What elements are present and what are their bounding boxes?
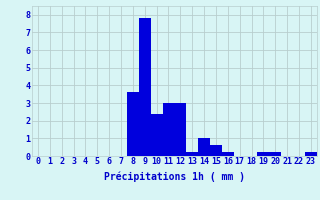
Bar — [186, 152, 198, 156]
Bar — [151, 114, 163, 156]
Bar — [198, 138, 210, 156]
Bar — [210, 145, 222, 156]
Bar — [163, 103, 174, 156]
Bar — [174, 103, 186, 156]
Bar — [269, 152, 281, 156]
Bar — [139, 18, 151, 156]
Bar — [222, 152, 234, 156]
Bar — [127, 92, 139, 156]
Bar — [305, 152, 317, 156]
Bar — [258, 152, 269, 156]
X-axis label: Précipitations 1h ( mm ): Précipitations 1h ( mm ) — [104, 172, 245, 182]
